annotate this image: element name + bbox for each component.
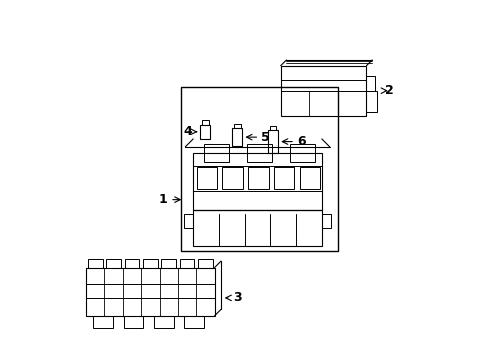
Text: 6: 6 [297, 135, 306, 148]
Bar [193, 153, 322, 210]
Bar [193, 210, 322, 246]
Bar [161, 258, 176, 267]
Bar [248, 167, 269, 189]
Bar [181, 87, 338, 251]
Bar [367, 76, 375, 91]
Bar [123, 316, 143, 328]
Bar [184, 214, 193, 228]
Bar [93, 316, 113, 328]
Bar [270, 126, 276, 130]
Bar [197, 167, 217, 189]
Text: 2: 2 [385, 84, 394, 97]
Bar [124, 258, 139, 267]
Bar [86, 267, 215, 316]
Bar [300, 167, 320, 189]
Bar [198, 258, 213, 267]
Bar [247, 144, 272, 162]
Bar [268, 130, 278, 153]
Text: 1: 1 [158, 193, 167, 206]
Bar [106, 258, 121, 267]
Text: 4: 4 [183, 125, 192, 138]
Bar [180, 258, 195, 267]
Bar [234, 124, 241, 128]
Bar [204, 144, 229, 162]
Bar [154, 316, 173, 328]
Bar [274, 167, 294, 189]
Bar [232, 128, 243, 146]
Bar [202, 120, 209, 125]
Bar [143, 258, 158, 267]
Text: 3: 3 [233, 291, 242, 305]
Text: 5: 5 [261, 131, 270, 144]
Bar [200, 125, 210, 139]
Bar [290, 144, 315, 162]
Bar [88, 258, 102, 267]
Bar [322, 214, 331, 228]
Bar [222, 167, 243, 189]
Bar [184, 316, 204, 328]
Bar [281, 66, 367, 116]
Bar [367, 91, 377, 112]
